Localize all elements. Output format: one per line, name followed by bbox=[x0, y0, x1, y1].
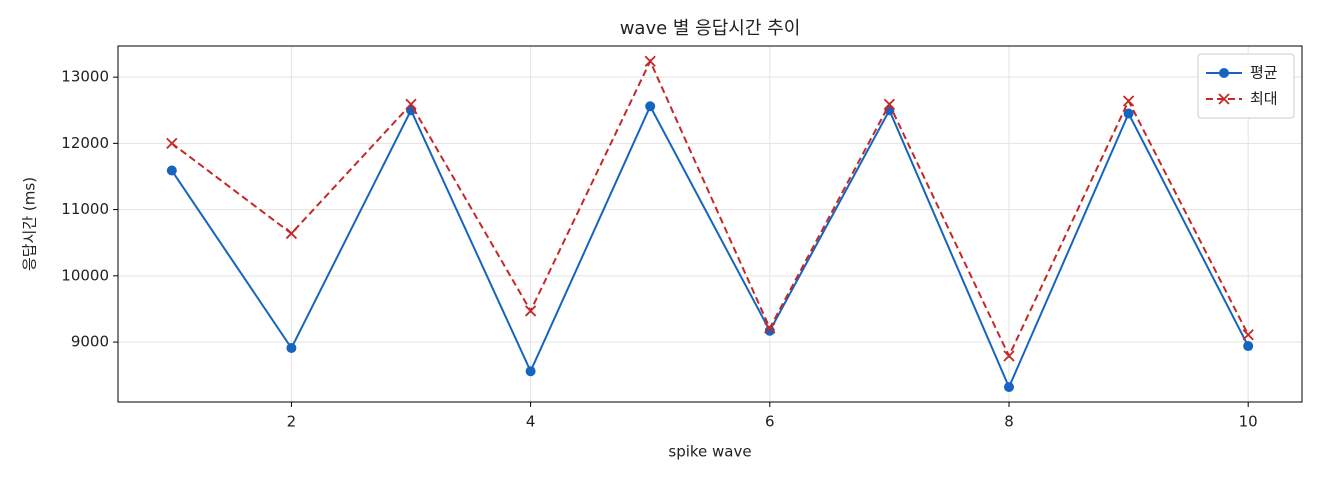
marker bbox=[525, 366, 536, 377]
marker bbox=[1243, 341, 1254, 352]
legend-marker bbox=[1218, 93, 1230, 105]
x-tick-label: 2 bbox=[287, 413, 297, 431]
legend-label: 평균 bbox=[1250, 64, 1278, 82]
x-tick-label: 6 bbox=[765, 413, 775, 431]
marker bbox=[1003, 382, 1014, 393]
marker bbox=[166, 165, 177, 176]
marker bbox=[1242, 329, 1254, 341]
legend-marker bbox=[1219, 68, 1229, 78]
series-line bbox=[171, 58, 1250, 359]
marker bbox=[285, 227, 298, 240]
series-line bbox=[170, 104, 1250, 390]
marker bbox=[1123, 108, 1134, 119]
marker bbox=[524, 305, 537, 317]
x-tick-label: 4 bbox=[526, 413, 536, 431]
marker bbox=[883, 98, 896, 110]
y-tick-label: 11000 bbox=[61, 200, 109, 218]
marker bbox=[1003, 350, 1015, 362]
marker bbox=[764, 322, 776, 334]
marker bbox=[405, 98, 417, 110]
marker bbox=[286, 343, 297, 354]
y-axis-label: 응답시간 (ms) bbox=[21, 177, 39, 271]
marker bbox=[1122, 95, 1135, 107]
x-tick-label: 10 bbox=[1239, 413, 1258, 431]
marker bbox=[645, 101, 656, 112]
chart-title: wave 별 응답시간 추이 bbox=[620, 18, 801, 39]
marker bbox=[644, 55, 656, 67]
marker bbox=[764, 325, 775, 336]
y-tick-label: 9000 bbox=[71, 333, 109, 351]
plot-frame bbox=[117, 45, 1303, 403]
y-tick-label: 13000 bbox=[61, 68, 109, 86]
legend-label: 최대 bbox=[1250, 90, 1278, 108]
x-tick-label: 8 bbox=[1004, 413, 1014, 431]
y-tick-label: 10000 bbox=[61, 266, 109, 284]
x-axis-label: spike wave bbox=[668, 443, 751, 461]
legend-box bbox=[1197, 53, 1295, 119]
y-tick-label: 12000 bbox=[61, 134, 109, 152]
marker bbox=[166, 137, 178, 149]
